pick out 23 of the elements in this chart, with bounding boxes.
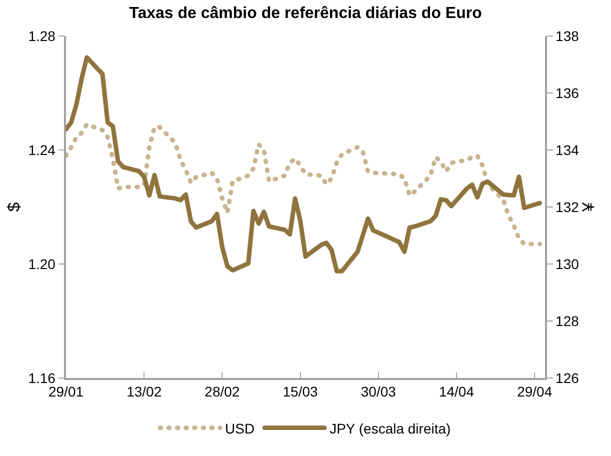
y2-axis-title: ¥ — [579, 202, 598, 213]
y2-tick-label: 138 — [556, 28, 580, 44]
x-tick-label: 15/03 — [282, 384, 318, 400]
y-tick-label: 1.20 — [28, 256, 56, 272]
y2-tick-label: 136 — [556, 84, 580, 101]
y2-tick-label: 126 — [556, 370, 580, 386]
chart-title: Taxas de câmbio de referência diárias do Euro — [129, 5, 482, 22]
y2-tick-label: 130 — [556, 256, 580, 272]
y-tick-label: 1.24 — [28, 142, 56, 158]
x-tick-label: 29/01 — [48, 384, 84, 400]
x-tick-label: 29/04 — [517, 384, 552, 400]
y-tick-label: 1.16 — [28, 370, 56, 386]
y-axis-title: $ — [4, 202, 24, 212]
y-tick-label: 1.28 — [28, 28, 56, 44]
x-tick-label: 28/02 — [204, 384, 240, 400]
x-tick-label: 14/04 — [438, 384, 474, 400]
x-tick-label: 13/02 — [126, 384, 162, 400]
legend-label: USD — [225, 420, 255, 436]
legend-label: JPY (escala direita) — [330, 420, 451, 436]
x-tick-label: 30/03 — [360, 384, 396, 400]
y2-tick-label: 134 — [556, 142, 580, 158]
y2-tick-label: 128 — [556, 312, 580, 329]
y2-tick-label: 132 — [556, 198, 580, 215]
